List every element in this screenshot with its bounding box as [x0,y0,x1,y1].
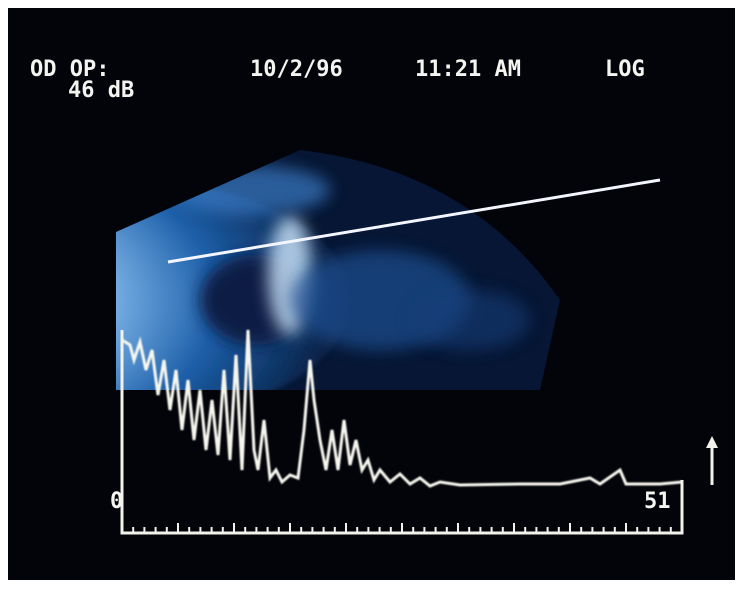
time-label: 11:21 AM [415,57,521,82]
a-scan-trace [121,329,683,488]
scale-end: 51 [644,489,671,514]
biometry-line [167,178,661,264]
date-label: 10/2/96 [250,57,343,82]
scale-start: 0 [110,489,123,514]
arrow [706,436,718,485]
mode-label: LOG [605,57,645,82]
scale-ticks [121,523,683,533]
gain-label: 46 dB [68,78,134,103]
eye-label: OD OP: [30,57,109,82]
